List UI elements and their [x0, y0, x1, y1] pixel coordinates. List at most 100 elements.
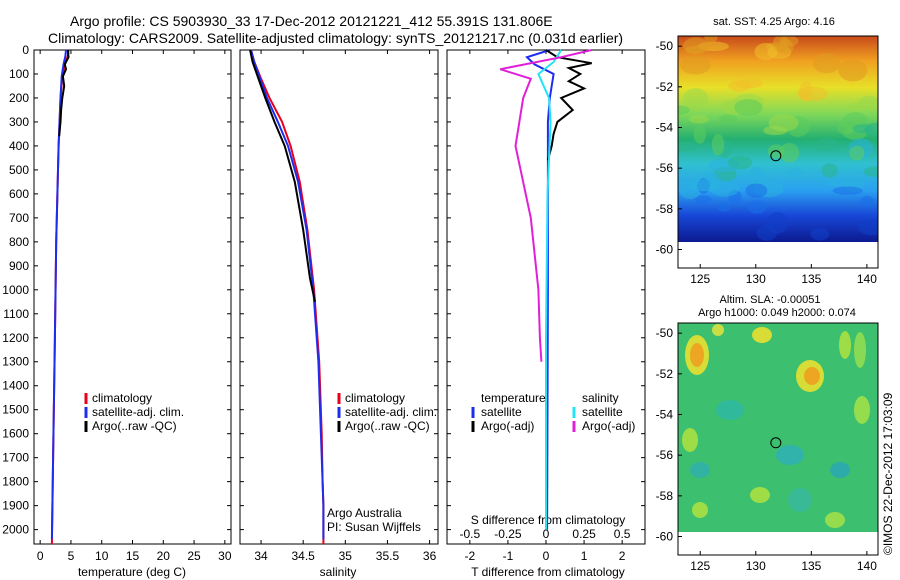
sst-patch	[788, 168, 803, 177]
map-x-label: 130	[746, 272, 766, 286]
x-tick-label: 1	[581, 549, 588, 563]
depth-tick-label: 1900	[2, 499, 29, 513]
s-tick-label: -0.25	[494, 527, 522, 541]
x-tick-label: 2	[619, 549, 626, 563]
sst-patch	[704, 36, 718, 44]
x-tick-label: 10	[95, 549, 109, 563]
sst-patch	[718, 114, 738, 124]
sst-patch	[689, 179, 721, 192]
map-y-label: -52	[656, 367, 674, 381]
sla-patch	[750, 487, 770, 503]
sla-patch	[776, 445, 804, 465]
depth-tick-label: 0	[22, 43, 29, 57]
sla-patch	[854, 332, 866, 368]
x-tick-label: 35	[339, 549, 353, 563]
sst-patch	[849, 145, 865, 161]
sst-patch	[734, 99, 763, 116]
map-y-label: -56	[656, 448, 674, 462]
legend-title-salinity: salinity	[582, 391, 619, 405]
sst-patch	[810, 227, 830, 241]
temperature-series	[50, 49, 70, 545]
t-difference-label: T difference from climatology	[471, 565, 625, 579]
series-line	[50, 49, 67, 540]
salinity-xlabel: salinity	[320, 565, 357, 579]
sst-patch	[838, 59, 868, 82]
x-tick-label: 15	[126, 549, 140, 563]
sla-texture	[682, 324, 870, 528]
legend-label-argo: Argo(..raw -QC)	[345, 419, 430, 433]
map-x-label: 140	[857, 272, 877, 286]
sla-patch	[825, 512, 845, 528]
map-y-label: -52	[656, 80, 674, 94]
s-tick-label: 0.5	[614, 527, 631, 541]
x-tick-label: 0	[37, 549, 44, 563]
map-y-label: -60	[656, 530, 674, 544]
depth-tick-label: 400	[9, 139, 29, 153]
depth-tick-label: 1300	[2, 355, 29, 369]
map-x-label: 140	[857, 559, 877, 573]
sst-patch	[689, 115, 709, 124]
sla-patch	[682, 428, 698, 452]
sla-heatmap	[678, 323, 878, 532]
series-line	[545, 49, 592, 161]
depth-tick-label: 300	[9, 115, 29, 129]
x-tick-label: 34.5	[292, 549, 316, 563]
map-y-label: -54	[656, 408, 674, 422]
sst-patch	[763, 125, 788, 136]
sst-patch	[852, 124, 874, 134]
sst-patch	[814, 137, 839, 152]
legend-label-satellite: satellite-adj. clim.	[92, 405, 184, 419]
series-line	[537, 49, 563, 530]
sst-texture	[678, 36, 878, 241]
sla-patch	[830, 462, 850, 478]
difference-series	[499, 49, 592, 530]
sst-patch	[694, 195, 712, 204]
depth-tick-label: 900	[9, 259, 29, 273]
sla-patch	[752, 327, 772, 343]
depth-axis: 0 100 200 300 400 500 600 700 800 900 1000 1100 1200…	[2, 43, 645, 537]
temperature-legend: climatology satellite-adj. clim. Argo(..…	[84, 391, 184, 433]
map-x-label: 135	[801, 559, 821, 573]
map-y-label: -58	[656, 489, 674, 503]
salinity-legend: climatology satellite-adj. clim. Argo(..…	[337, 391, 437, 433]
title-line-1: Argo profile: CS 5903930_33 17-Dec-2012 …	[70, 13, 553, 29]
x-tick-label: 30	[218, 549, 232, 563]
legend-label-t-satellite: satellite	[481, 405, 522, 419]
sst-patch	[678, 105, 690, 115]
legend-label-s-satellite: satellite	[582, 405, 623, 419]
depth-tick-label: 600	[9, 187, 29, 201]
map-y-label: -50	[656, 39, 674, 53]
sst-patch	[863, 166, 878, 177]
x-tick-label: 5	[68, 549, 75, 563]
sla-axes	[677, 322, 879, 556]
legend-label-satellite: satellite-adj. clim.	[345, 405, 437, 419]
x-tick-label: 0	[543, 549, 550, 563]
sla-map-title-1: Altim. SLA: -0.00051	[720, 294, 821, 306]
legend-title-temperature: temperature	[481, 391, 546, 405]
s-tick-label: -0.5	[460, 527, 481, 541]
annotation-line-1: Argo Australia	[327, 506, 402, 520]
temperature-xlabel: temperature (deg C)	[78, 565, 186, 579]
annotation-line-2: PI: Susan Wijffels	[327, 520, 421, 534]
legend-label-t-argo: Argo(-adj)	[481, 419, 534, 433]
map-y-label: -54	[656, 121, 674, 135]
map-y-label: -56	[656, 161, 674, 175]
sla-map-title-2: Argo h1000: 0.049 h2000: 0.074	[698, 307, 856, 319]
sst-patch	[767, 211, 789, 234]
salinity-axes	[239, 49, 439, 545]
temperature-x-axis: 0 5 10 15 20 25 30	[37, 50, 232, 563]
sst-patch	[824, 176, 848, 187]
s-tick-label: 0	[543, 527, 550, 541]
sst-patch	[779, 143, 800, 163]
sla-patch	[692, 502, 708, 518]
sst-patch	[717, 202, 731, 212]
temperature-axes	[33, 49, 232, 545]
depth-tick-label: 1000	[2, 283, 29, 297]
depth-tick-label: 800	[9, 235, 29, 249]
sst-patch	[821, 163, 839, 178]
difference-x-axis: -2 -1 0 1 2 -0.5 -0.25 0 0.25 0.5	[460, 50, 631, 563]
difference-legend: temperature satellite Argo(-adj) salinit…	[471, 391, 635, 433]
x-tick-label: 35.5	[376, 549, 400, 563]
map-x-label: 125	[690, 559, 710, 573]
